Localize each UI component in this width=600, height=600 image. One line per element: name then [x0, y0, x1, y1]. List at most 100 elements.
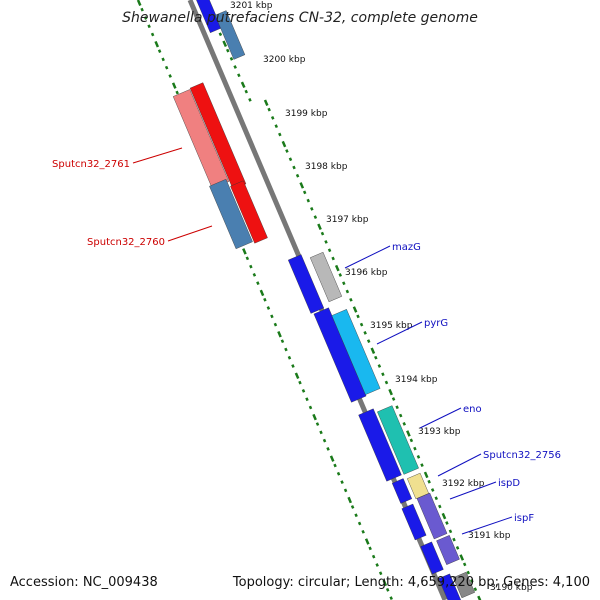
- tick-lane-dash: [310, 206, 314, 211]
- tick-lane-dash: [334, 264, 340, 272]
- gene-leader-line: [132, 147, 183, 164]
- gene-block-plus: [313, 307, 367, 403]
- kbp-tick-label: 3190 kbp: [490, 583, 533, 593]
- kbp-tick-label: 3198 kbp: [305, 162, 348, 172]
- tick-lane-dash: [143, 16, 148, 20]
- tick-lane-dash: [371, 554, 376, 559]
- tick-lane-dash: [161, 57, 165, 62]
- tick-lane-dash: [242, 248, 247, 255]
- tick-lane-dash: [388, 388, 393, 396]
- tick-lane-dash: [312, 413, 317, 421]
- tick-lane-dash: [427, 479, 431, 484]
- map-title: Shewanella putrefaciens CN-32, complete …: [122, 10, 478, 26]
- tick-lane-dash: [347, 496, 353, 504]
- tick-lane-dash: [331, 256, 335, 261]
- gene-leader-line: [461, 516, 513, 535]
- tick-lane-dash: [409, 438, 414, 443]
- gene-block-plus: [377, 405, 419, 475]
- tick-lane-dash: [438, 504, 442, 509]
- gene-label: mazG: [392, 242, 421, 253]
- tick-lane-dash: [356, 314, 360, 319]
- tick-lane-dash: [285, 149, 289, 153]
- tick-lane-dash: [329, 455, 335, 462]
- tick-lane-dash: [350, 505, 355, 509]
- tick-lane-dash: [402, 421, 406, 426]
- tick-lane-dash: [333, 463, 337, 468]
- kbp-tick-label: 3200 kbp: [263, 55, 306, 65]
- gene-leader-line: [376, 321, 423, 345]
- gene-block-minus: [172, 89, 230, 189]
- kbp-tick-label: 3201 kbp: [230, 1, 273, 11]
- tick-lane-dash: [277, 331, 282, 338]
- tick-lane-dash: [391, 397, 396, 401]
- tick-lane-dash: [168, 74, 172, 78]
- tick-lane-dash: [171, 82, 177, 89]
- tick-lane-dash: [327, 248, 332, 253]
- tick-lane-dash: [324, 240, 328, 244]
- tick-lane-dash: [294, 372, 300, 379]
- tick-lane-dash: [448, 529, 453, 534]
- gene-block-plus: [309, 251, 343, 303]
- tick-lane-dash: [349, 297, 353, 302]
- gene-block-plus: [391, 478, 413, 504]
- tick-lane-dash: [340, 480, 344, 484]
- tick-lane-dash: [445, 521, 449, 525]
- tick-lane-dash: [302, 190, 307, 195]
- tick-lane-dash: [398, 413, 403, 418]
- gene-labels: Sputcn32_2761 Sputcn32_2760 mazG pyrG eno Spu…: [52, 147, 561, 535]
- tick-lane-dash: [256, 281, 260, 286]
- gene-label: pyrG: [424, 318, 448, 329]
- tick-lane-dash: [320, 231, 325, 236]
- kbp-tick-label: 3193 kbp: [418, 427, 461, 437]
- gene-label: Sputcn32_2760: [87, 237, 165, 248]
- tick-lane-dash: [175, 90, 179, 95]
- tick-lane-dash: [423, 471, 429, 479]
- tick-lane-dash: [292, 165, 296, 170]
- gene-label: ispD: [498, 478, 520, 489]
- tick-lane-dash: [384, 380, 389, 385]
- gene-label: eno: [463, 404, 482, 415]
- tick-lane-dash: [359, 322, 364, 327]
- tick-lane-dash: [319, 430, 323, 435]
- tick-lane-dash: [298, 380, 302, 385]
- tick-lane-dash: [389, 596, 393, 600]
- tick-lane-dash: [226, 48, 230, 53]
- tick-lane-dash: [244, 89, 248, 94]
- gene-block-plus: [452, 571, 476, 599]
- tick-lane-dash: [274, 124, 278, 129]
- tick-lane-dash: [291, 364, 295, 368]
- tick-lane-dash: [252, 273, 257, 277]
- gene-block-plus: [358, 408, 402, 482]
- gene-block-plus: [436, 535, 460, 565]
- tick-lane-dash: [140, 7, 144, 12]
- tick-lane-dash: [368, 546, 372, 551]
- tick-lane-dash: [441, 512, 447, 520]
- kbp-tick-label: 3197 kbp: [326, 215, 369, 225]
- tick-lane-dash: [378, 571, 383, 576]
- tick-lane-dash: [263, 99, 269, 107]
- tick-lane-dash: [150, 32, 155, 37]
- tick-lane-dash: [267, 107, 271, 112]
- tick-lane-dash: [381, 372, 385, 377]
- tick-lane-dash: [245, 256, 250, 261]
- tick-lane-dash: [218, 32, 223, 37]
- tick-lane-dash: [338, 273, 342, 277]
- tick-lane-dash: [287, 355, 292, 360]
- tick-lane-dash: [370, 347, 376, 355]
- tick-lane-dash: [430, 488, 435, 492]
- tick-lane-dash: [284, 347, 288, 352]
- tick-lane-dash: [233, 65, 237, 69]
- tick-lane-dash: [363, 331, 367, 335]
- tick-lane-dash: [308, 405, 313, 410]
- tick-lane-dash: [222, 40, 228, 48]
- genome-summary: Topology: circular; Length: 4,659,220 bp…: [232, 575, 590, 590]
- tick-lane-dash: [477, 595, 482, 600]
- tick-lane-dash: [377, 364, 382, 368]
- gene-leader-line: [167, 225, 213, 242]
- gene-block-plus: [287, 254, 325, 314]
- tick-lane-dash: [240, 81, 246, 89]
- tick-lane-dash: [295, 173, 300, 178]
- tick-lane-dash: [280, 339, 285, 344]
- tick-lane-dash: [354, 513, 358, 518]
